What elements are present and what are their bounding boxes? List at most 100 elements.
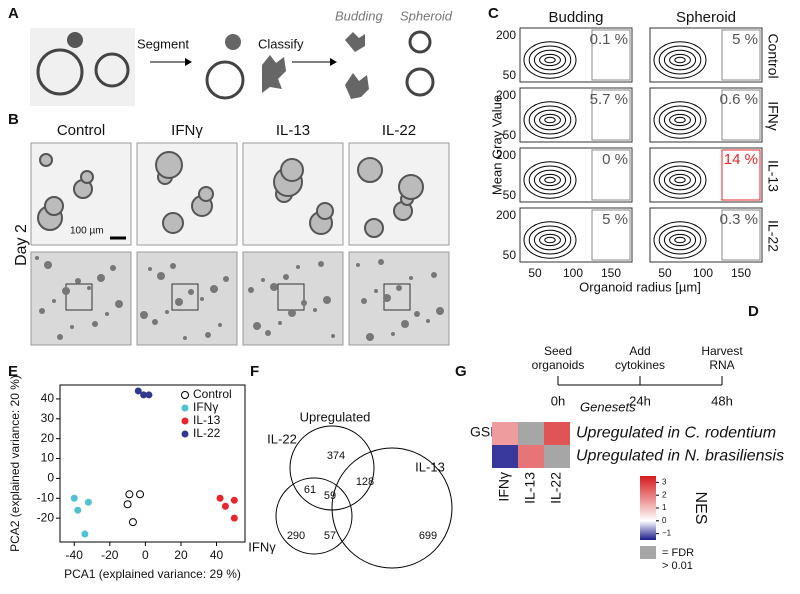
organoid <box>366 333 374 341</box>
organoid <box>205 60 245 100</box>
y-tick-label: 10 <box>41 451 55 465</box>
plot-frame <box>519 87 633 143</box>
gate-box <box>591 149 631 201</box>
y-tick-label: 40 <box>41 391 55 405</box>
x-tick-label: -40 <box>66 548 84 562</box>
contour <box>528 105 572 135</box>
panel-label: F <box>250 363 259 380</box>
x-axis-label: PCA1 (explained variance: 29 %) <box>64 567 241 581</box>
column-label: IL-22 <box>548 472 564 504</box>
arrow-head <box>185 58 192 66</box>
organoid <box>345 32 365 52</box>
contour <box>658 45 702 75</box>
percentage: 0.6 % <box>720 91 758 108</box>
panel-label: D <box>748 303 759 320</box>
percentage: 0.1 % <box>590 31 628 48</box>
organoid <box>198 186 214 202</box>
panel-label: B <box>8 111 19 128</box>
y-tick-label: 200 <box>496 28 516 42</box>
venn-count: 59 <box>324 490 336 502</box>
column-header: Spheroid <box>676 9 736 26</box>
contour <box>528 225 572 255</box>
organoid <box>162 212 184 234</box>
x-tick-label: 50 <box>658 266 672 280</box>
organoid <box>426 319 430 323</box>
colorbar-label: NES <box>692 492 709 525</box>
row-label: Day 2 <box>13 224 30 266</box>
organoid <box>378 259 384 265</box>
gate-box <box>591 29 631 81</box>
step-label: Classify <box>258 36 304 51</box>
gate-box <box>721 29 761 81</box>
organoid <box>105 312 109 316</box>
organoid <box>36 48 84 96</box>
contour <box>653 161 707 199</box>
image <box>136 251 238 346</box>
organoid <box>313 308 317 312</box>
colorbar <box>640 476 656 540</box>
point <box>140 391 148 399</box>
row-label: IL-22 <box>765 220 781 252</box>
organoid <box>318 261 324 267</box>
heatmap-cell <box>544 445 570 468</box>
column-header: IFNγ <box>171 122 203 139</box>
organoid <box>148 267 152 271</box>
point <box>230 514 238 522</box>
organoid <box>70 325 74 329</box>
legend-label: IL-13 <box>193 413 221 427</box>
heatmap-cell <box>544 422 570 445</box>
point <box>134 387 142 395</box>
panel-label: G <box>455 363 467 380</box>
percentage: 5.7 % <box>590 91 628 108</box>
contour <box>533 49 567 71</box>
x-tick-label: -20 <box>101 548 119 562</box>
organoid <box>283 274 289 280</box>
plot-frame <box>649 27 763 83</box>
contour <box>539 53 561 67</box>
contour <box>669 113 691 127</box>
colorbar-tick-label: 1 <box>662 503 667 512</box>
organoid <box>270 283 278 291</box>
organoid <box>218 323 222 327</box>
organoid <box>200 297 204 301</box>
column-label: IFNγ <box>496 472 512 502</box>
point <box>81 530 89 538</box>
contour <box>523 161 577 199</box>
scale-bar-label: 100 µm <box>70 226 104 237</box>
organoid <box>398 174 424 200</box>
row-label: Upregulated in C. rodentium <box>576 425 776 442</box>
row-label: IL-13 <box>765 160 781 192</box>
plot-frame <box>649 207 763 263</box>
contour <box>674 236 686 244</box>
step-label: Add <box>629 344 650 358</box>
legend-marker <box>181 391 189 399</box>
null-label: > 0.01 <box>662 560 693 572</box>
venn-count: 290 <box>287 530 305 542</box>
organoid <box>405 67 435 97</box>
contour <box>533 229 567 251</box>
organoid <box>183 336 187 340</box>
venn-count: 699 <box>419 530 437 542</box>
organoid <box>97 274 105 282</box>
organoid <box>316 202 334 220</box>
null-swatch <box>640 546 656 559</box>
organoid <box>87 286 91 290</box>
x-tick-label: 40 <box>210 548 224 562</box>
organoid <box>175 298 183 306</box>
y-tick-label: 200 <box>496 148 516 162</box>
step-label: cytokines <box>615 358 665 372</box>
venn-circle <box>275 477 353 555</box>
point <box>128 518 137 527</box>
contour <box>523 101 577 139</box>
colorbar-tick-label: 3 <box>662 478 667 487</box>
organoid <box>436 307 444 315</box>
organoid <box>155 151 183 179</box>
class-label: Budding <box>335 8 383 23</box>
organoid <box>115 300 123 308</box>
organoid <box>39 308 45 314</box>
venn-count: 57 <box>324 530 336 542</box>
step-label: RNA <box>709 358 734 372</box>
venn-circle <box>331 447 453 569</box>
organoid <box>280 158 304 182</box>
step-label: Seed <box>544 344 572 358</box>
